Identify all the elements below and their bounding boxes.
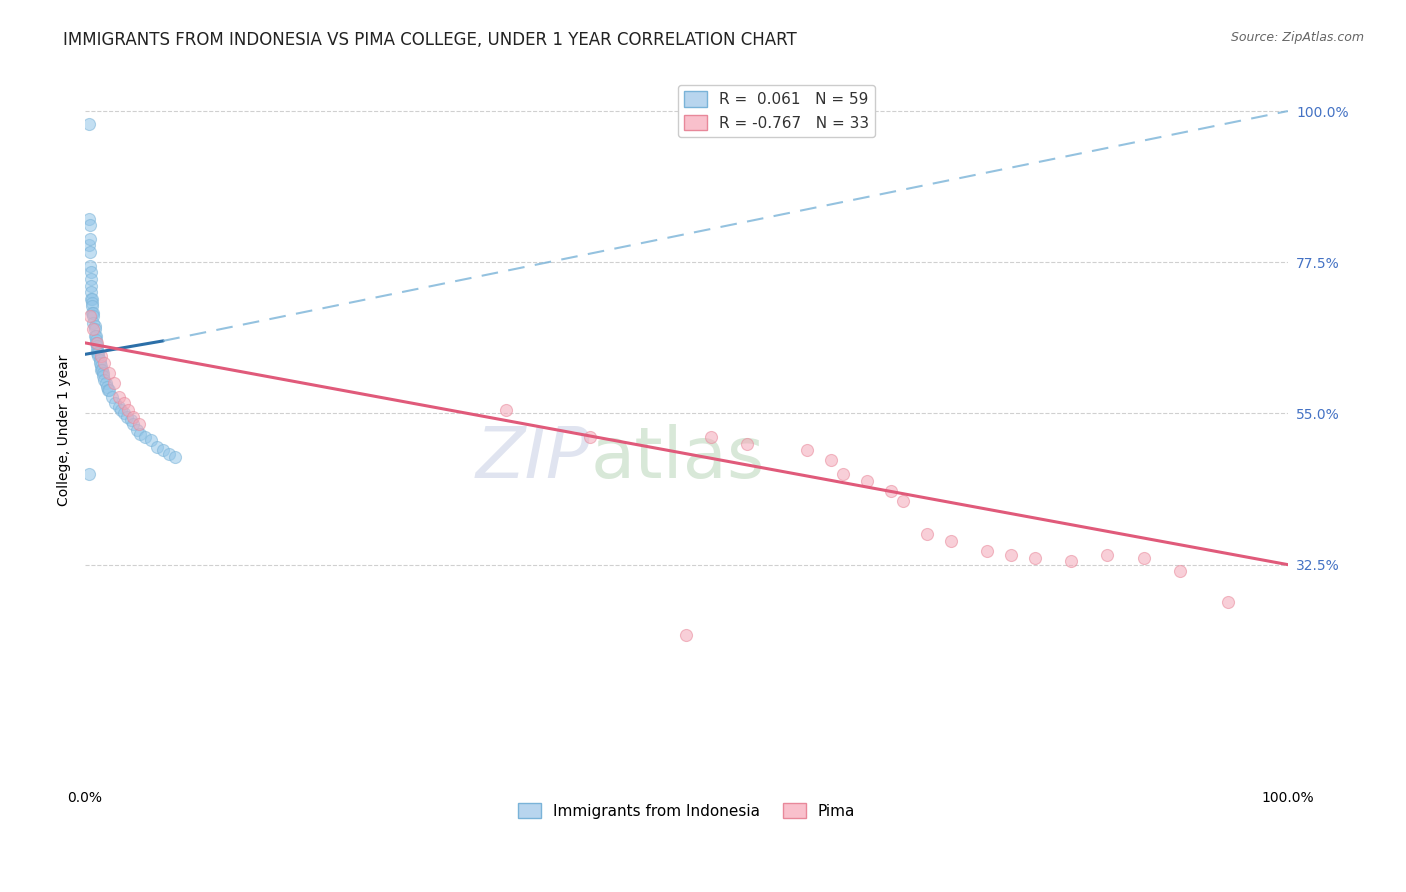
Point <box>104 396 127 410</box>
Point <box>699 430 721 444</box>
Point <box>1000 548 1022 562</box>
Point <box>91 369 114 384</box>
Point <box>939 534 962 549</box>
Point <box>86 335 108 350</box>
Point <box>82 299 104 313</box>
Point <box>84 329 107 343</box>
Point <box>112 396 135 410</box>
Point <box>77 238 100 252</box>
Point <box>86 339 108 353</box>
Point <box>1132 550 1154 565</box>
Point <box>856 474 879 488</box>
Point <box>735 436 758 450</box>
Point <box>84 335 107 350</box>
Point <box>79 232 101 246</box>
Point <box>107 400 129 414</box>
Point <box>79 245 101 260</box>
Point <box>86 343 108 357</box>
Point <box>96 379 118 393</box>
Point <box>1024 550 1046 565</box>
Point <box>91 366 114 380</box>
Point <box>90 363 112 377</box>
Point <box>110 403 132 417</box>
Text: atlas: atlas <box>591 424 765 493</box>
Point <box>79 259 101 273</box>
Point <box>165 450 187 464</box>
Point <box>152 443 174 458</box>
Point <box>1060 554 1083 568</box>
Point <box>103 376 125 391</box>
Point <box>820 453 842 467</box>
Point <box>94 376 117 391</box>
Point <box>675 628 697 642</box>
Point <box>82 292 104 306</box>
Point <box>120 413 142 427</box>
Point <box>80 285 103 300</box>
Point <box>83 319 105 334</box>
Point <box>796 443 818 458</box>
Point <box>1097 548 1119 562</box>
Point <box>122 417 145 431</box>
Point <box>100 390 122 404</box>
Point <box>79 219 101 233</box>
Text: IMMIGRANTS FROM INDONESIA VS PIMA COLLEGE, UNDER 1 YEAR CORRELATION CHART: IMMIGRANTS FROM INDONESIA VS PIMA COLLEG… <box>63 31 797 49</box>
Point <box>77 467 100 481</box>
Point <box>1216 594 1239 608</box>
Point <box>77 211 100 226</box>
Point <box>86 346 108 360</box>
Point <box>82 322 104 336</box>
Text: ZIP: ZIP <box>475 424 591 493</box>
Point <box>128 417 150 431</box>
Point <box>98 366 121 380</box>
Y-axis label: College, Under 1 year: College, Under 1 year <box>58 354 72 506</box>
Point <box>125 423 148 437</box>
Point <box>97 383 120 397</box>
Point <box>831 467 853 481</box>
Point <box>146 440 169 454</box>
Point <box>90 359 112 374</box>
Point <box>87 346 110 360</box>
Point <box>579 430 602 444</box>
Point <box>915 527 938 541</box>
Point <box>80 278 103 293</box>
Point <box>141 434 163 448</box>
Point <box>77 118 100 132</box>
Point <box>89 352 111 367</box>
Point <box>84 333 107 347</box>
Point <box>83 322 105 336</box>
Point <box>82 305 104 319</box>
Point <box>82 295 104 310</box>
Point <box>129 426 152 441</box>
Point <box>98 383 121 397</box>
Point <box>891 493 914 508</box>
Point <box>122 409 145 424</box>
Text: Source: ZipAtlas.com: Source: ZipAtlas.com <box>1230 31 1364 45</box>
Point <box>80 292 103 306</box>
Point <box>83 329 105 343</box>
Point <box>134 430 156 444</box>
Point <box>107 390 129 404</box>
Point <box>80 272 103 286</box>
Point <box>79 309 101 323</box>
Point <box>117 403 139 417</box>
Legend: Immigrants from Indonesia, Pima: Immigrants from Indonesia, Pima <box>512 797 862 825</box>
Point <box>89 356 111 370</box>
Point <box>80 265 103 279</box>
Point <box>93 373 115 387</box>
Point <box>82 316 104 330</box>
Point <box>157 447 180 461</box>
Point <box>87 349 110 363</box>
Point <box>976 544 998 558</box>
Point <box>90 363 112 377</box>
Point <box>82 305 104 319</box>
Point <box>90 349 112 363</box>
Point <box>1168 565 1191 579</box>
Point <box>112 406 135 420</box>
Point <box>880 483 903 498</box>
Point <box>82 309 104 323</box>
Point <box>93 356 115 370</box>
Point <box>115 409 138 424</box>
Point <box>495 403 517 417</box>
